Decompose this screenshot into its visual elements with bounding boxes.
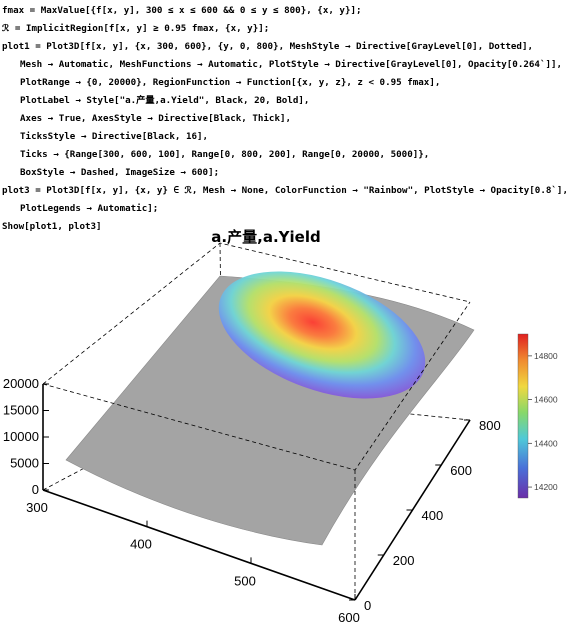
x-tick-label: 300 (26, 500, 48, 515)
legend-tick-label: 14200 (534, 482, 558, 492)
code-line[interactable]: Ticks → {Range[300, 600, 100], Range[0, … (20, 149, 430, 160)
code-line[interactable]: PlotLegends → Automatic]; (20, 203, 159, 214)
code-line[interactable]: Axes → True, AxesStyle → Directive[Black… (20, 113, 292, 124)
x-tick-label: 600 (338, 610, 360, 624)
x-ticks: 300 400 500 600 (26, 484, 360, 624)
z-ticks: 0 5000 10000 15000 20000 (3, 376, 49, 497)
y-tick-label: 200 (393, 553, 415, 568)
y-tick-label: 600 (450, 463, 472, 478)
y-tick-label: 400 (422, 508, 444, 523)
code-line[interactable]: BoxStyle → Dashed, ImageSize → 600]; (20, 167, 220, 178)
plot-3d: 0 5000 10000 15000 20000 300 400 500 600 0 200 40… (3, 242, 558, 624)
code-line[interactable]: fmax = MaxValue[{f[x, y], 300 ≤ x ≤ 600 … (2, 5, 362, 16)
code-line[interactable]: plot1 = Plot3D[f[x, y], {x, 300, 600}, {… (2, 41, 534, 52)
legend-tick-label: 14800 (534, 351, 558, 361)
x-tick-label: 500 (234, 573, 256, 588)
code-cell[interactable]: fmax = MaxValue[{f[x, y], 300 ≤ x ≤ 600 … (0, 0, 580, 236)
z-tick-label: 5000 (10, 456, 39, 471)
x-tick-label: 400 (130, 537, 152, 552)
z-tick-label: 20000 (3, 376, 39, 391)
code-line[interactable]: plot3 = Plot3D[f[x, y], {x, y} ∈ ℛ, Mesh… (2, 185, 568, 196)
legend-tick-label: 14400 (534, 438, 558, 448)
legend-tick-label: 14600 (534, 395, 558, 405)
z-tick-label: 0 (32, 482, 39, 497)
code-line[interactable]: TicksStyle → Directive[Black, 16], (20, 131, 209, 142)
code-line[interactable]: Mesh → Automatic, MeshFunctions → Automa… (20, 59, 563, 70)
legend-bar (517, 333, 529, 499)
code-line[interactable]: PlotRange → {0, 20000}, RegionFunction →… (20, 77, 441, 88)
y-tick-label: 0 (364, 598, 371, 613)
y-ticks: 0 200 400 600 800 (349, 418, 501, 613)
z-tick-label: 10000 (3, 429, 39, 444)
code-line[interactable]: ℛ = ImplicitRegion[f[x, y] ≥ 0.95 fmax, … (2, 23, 270, 34)
code-line[interactable]: PlotLabel → Style["a.产量,a.Yield", Black,… (20, 95, 310, 106)
color-legend: 14200 14400 14600 14800 (517, 333, 558, 499)
bounding-box-front (42, 301, 471, 600)
plot-title: a.产量,a.Yield (211, 228, 321, 246)
surface-rainbow (218, 271, 426, 399)
code-line[interactable]: Show[plot1, plot3] (2, 221, 102, 232)
z-tick-label: 15000 (3, 403, 39, 418)
y-tick-label: 800 (479, 418, 501, 433)
legend-ticks: 14200 14400 14600 14800 (528, 351, 558, 492)
